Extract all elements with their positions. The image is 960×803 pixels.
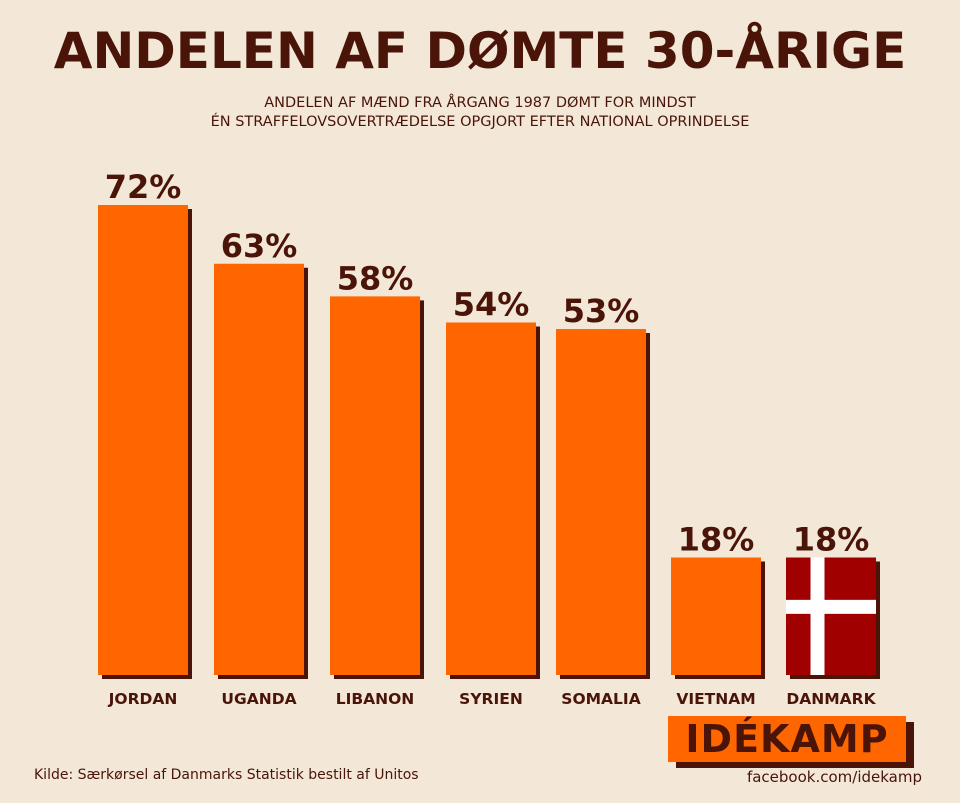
idekamp-logo: IDÉKAMP (668, 716, 914, 768)
value-label-syrien: 54% (453, 286, 530, 324)
value-label-uganda: 63% (221, 227, 298, 265)
category-label-jordan: JORDAN (108, 690, 178, 708)
source-note: Kilde: Særkørsel af Danmarks Statistik b… (34, 767, 419, 783)
flag-cross-horizontal (786, 599, 876, 614)
category-label-somalia: SOMALIA (561, 690, 640, 708)
category-label-vietnam: VIETNAM (676, 690, 755, 708)
facebook-url: facebook.com/idekamp (746, 768, 922, 786)
subtitle-line-1: ANDELEN AF MÆND FRA ÅRGANG 1987 DØMT FOR… (264, 95, 696, 111)
bar-libanon (330, 296, 420, 675)
category-label-syrien: SYRIEN (459, 690, 523, 708)
category-label-danmark: DANMARK (786, 690, 876, 708)
flag-cross-vertical (810, 557, 825, 675)
chart-title: ANDELEN AF DØMTE 30-ÅRIGE (53, 22, 907, 80)
bar-syrien (446, 322, 536, 675)
logo-text: IDÉKAMP (668, 716, 906, 762)
value-label-jordan: 72% (105, 168, 182, 206)
bar-jordan (98, 205, 188, 675)
bar-vietnam (671, 557, 761, 675)
bar-somalia (556, 329, 646, 675)
bar-chart: 72% JORDAN 63% UGANDA 58% LIBANON 54% SYRIEN 53%… (98, 168, 880, 708)
chart-subtitle: ANDELEN AF MÆND FRA ÅRGANG 1987 DØMT FOR… (0, 94, 960, 132)
value-label-danmark: 18% (793, 521, 870, 559)
category-label-uganda: UGANDA (221, 690, 296, 708)
category-label-libanon: LIBANON (336, 690, 415, 708)
value-label-somalia: 53% (563, 292, 640, 330)
bar-danmark (786, 557, 876, 675)
subtitle-line-2: ÉN STRAFFELOVSOVERTRÆDELSE OPGJORT EFTER… (210, 114, 750, 130)
value-label-libanon: 58% (337, 259, 414, 297)
value-label-vietnam: 18% (678, 521, 755, 559)
bar-uganda (214, 263, 304, 675)
